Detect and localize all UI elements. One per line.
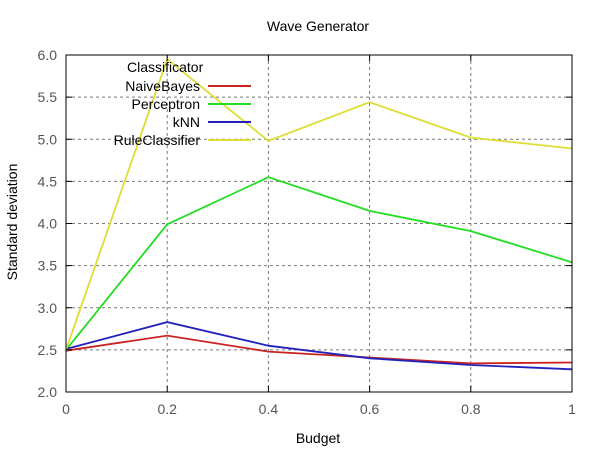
y-tick-label: 2.0 — [38, 384, 58, 400]
y-tick-label: 2.5 — [38, 342, 58, 358]
y-axis-tick-labels: 2.0 2.5 3.0 3.5 4.0 4.5 5.0 5.5 6.0 — [38, 47, 58, 400]
x-axis-tick-labels: 0 0.2 0.4 0.6 0.8 1 — [62, 401, 576, 417]
series-line-ruleclassifier — [65, 57, 573, 351]
series-lines — [65, 57, 573, 371]
legend-title: Classificator — [127, 59, 204, 75]
legend-label-knn: kNN — [173, 114, 200, 130]
y-axis-title: Standard deviation — [4, 164, 20, 281]
legend-label-ruleclassifier: RuleClassifier — [114, 132, 201, 148]
y-tick-label: 6.0 — [38, 47, 58, 63]
y-tick-label: 3.0 — [38, 300, 58, 316]
legend: Classificator NaiveBayes Perceptron kNN Rul… — [114, 59, 251, 148]
y-tick-label: 3.5 — [38, 258, 58, 274]
x-axis-title: Budget — [296, 430, 340, 446]
y-tick-label: 5.0 — [38, 131, 58, 147]
x-tick-label: 0.6 — [360, 401, 380, 417]
legend-items: NaiveBayes Perceptron kNN RuleClassifier — [114, 78, 251, 148]
legend-label-perceptron: Perceptron — [132, 96, 200, 112]
series-line-naivebayes — [65, 334, 573, 365]
x-tick-label: 0.2 — [157, 401, 177, 417]
y-tick-label: 4.5 — [38, 173, 58, 189]
series-line-perceptron — [65, 176, 573, 351]
y-tick-label: 4.0 — [38, 216, 58, 232]
x-tick-label: 0.4 — [259, 401, 279, 417]
x-tick-label: 0.8 — [461, 401, 481, 417]
y-tick-label: 5.5 — [38, 89, 58, 105]
series-line-knn — [65, 321, 573, 371]
legend-label-naivebayes: NaiveBayes — [125, 78, 200, 94]
x-tick-label: 1 — [568, 401, 576, 417]
tick-marks — [65, 54, 573, 393]
chart-title: Wave Generator — [267, 18, 370, 34]
x-tick-label: 0 — [62, 401, 70, 417]
